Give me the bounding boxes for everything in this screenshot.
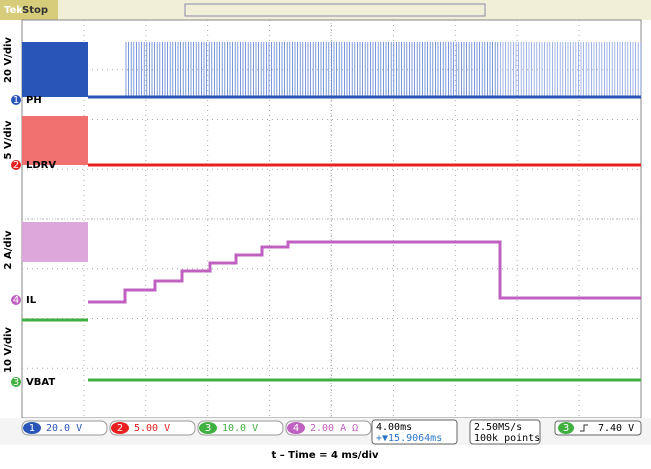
- channel-number: 1: [13, 95, 19, 106]
- waveforms: [22, 42, 642, 382]
- readout-box: [197, 420, 284, 436]
- readout-value: 5.00 V: [134, 423, 170, 434]
- channel-marker: [11, 160, 21, 170]
- readout-value: 2.00 A Ω: [310, 423, 358, 434]
- channel-label: LDRV: [26, 160, 56, 171]
- acq-points: 100k points: [474, 433, 540, 444]
- readout-chip: [199, 422, 217, 434]
- axis-scale: 10 V/div: [3, 327, 14, 373]
- readout-chip: [287, 422, 305, 434]
- state: Stop: [22, 5, 48, 16]
- axis-scale: 5 V/div: [3, 120, 14, 159]
- trigger-channel: 3: [563, 423, 569, 434]
- channel-label: VBAT: [26, 377, 55, 388]
- readout-value: 20.0 V: [46, 423, 82, 434]
- readout-box: [109, 420, 196, 436]
- channel-number: 4: [13, 295, 19, 306]
- brand: Tek: [4, 5, 23, 16]
- trigger-level: 7.40 V: [598, 423, 634, 434]
- top-bar: [0, 0, 651, 20]
- trigger-box: [554, 420, 642, 436]
- channel-label: IL: [26, 295, 37, 306]
- channel-marker: [11, 95, 21, 105]
- ldrv-burst: [22, 116, 88, 165]
- acq-box: [469, 419, 541, 445]
- timebase-scale: 4.00ms: [376, 422, 412, 433]
- caption: t – Time = 4 ms/div: [271, 450, 379, 461]
- readout-number: 4: [293, 423, 299, 434]
- acq-rate: 2.50MS/s: [474, 422, 522, 433]
- channel-marker: [11, 377, 21, 387]
- channel-number: 2: [13, 160, 19, 171]
- readout-value: 10.0 V: [222, 423, 258, 434]
- readout-chip: [111, 422, 129, 434]
- timebase-position: +▼15.9064ms: [376, 433, 442, 444]
- channel-label: PH: [26, 95, 42, 106]
- channel-marker: [11, 295, 21, 305]
- channel-number: 3: [13, 377, 19, 388]
- readout-number: 3: [205, 423, 211, 434]
- status-box: [0, 0, 58, 20]
- record-view: [184, 3, 486, 17]
- timebase-box: [371, 419, 458, 445]
- il-trace: [88, 240, 641, 304]
- readout-box: [285, 420, 372, 436]
- readout-number: 1: [29, 423, 35, 434]
- readout-chip: [23, 422, 41, 434]
- readout-number: 2: [117, 423, 123, 434]
- trigger-chip: [558, 422, 574, 434]
- readout-box: [21, 420, 108, 436]
- il-burst: [22, 222, 88, 262]
- axis-scale: 20 V/div: [3, 37, 14, 83]
- ph-burst: [22, 42, 88, 97]
- trigger-edge: [580, 424, 588, 432]
- axis-scale: 2 A/div: [3, 230, 14, 269]
